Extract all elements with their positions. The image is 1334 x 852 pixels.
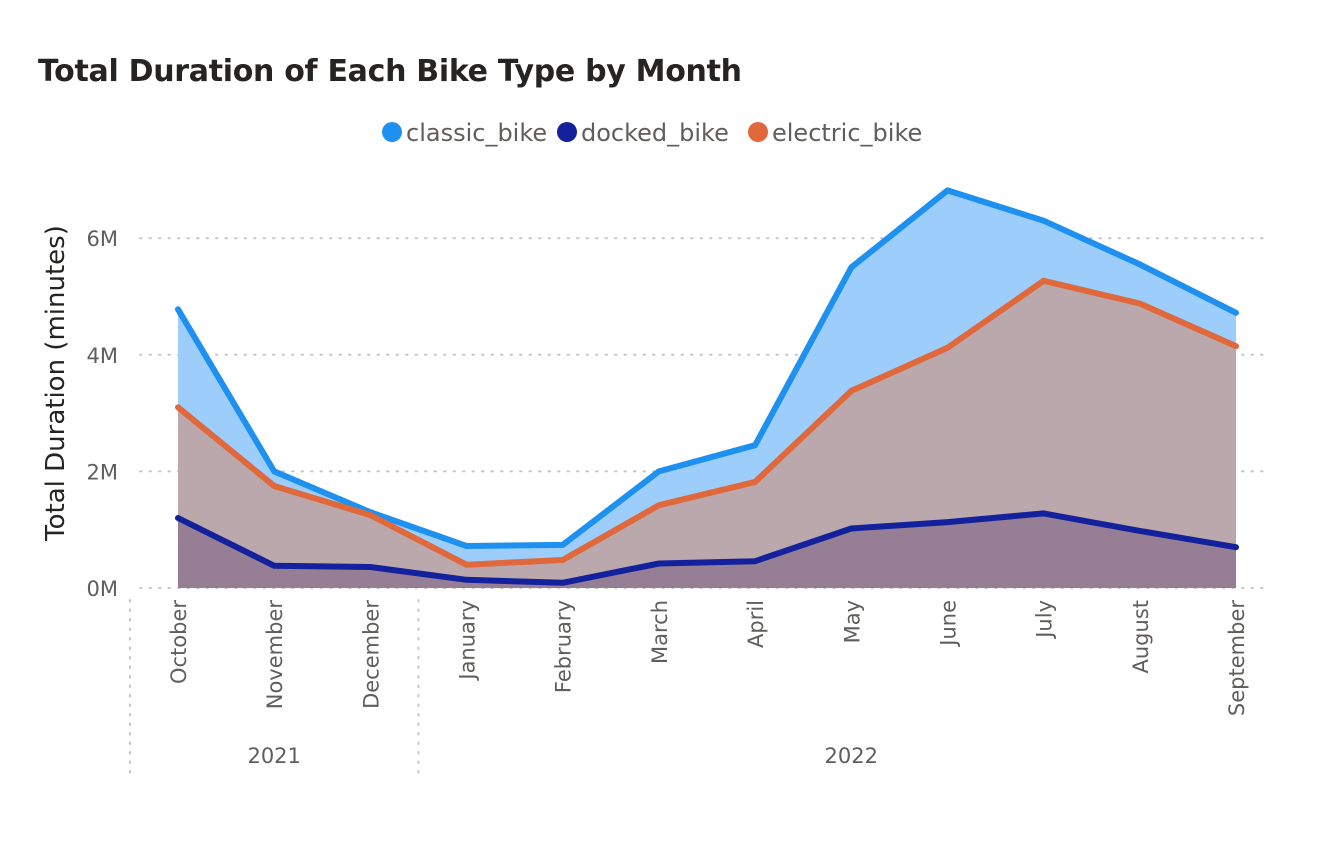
- x-tick-label: July: [1033, 600, 1057, 640]
- legend-marker-electric_bike: [748, 122, 768, 142]
- x-tick-label: April: [744, 600, 768, 648]
- line-docked_bike: [175, 510, 1239, 586]
- legend-label-electric_bike: electric_bike: [772, 119, 922, 147]
- x-tick-label: October: [167, 600, 191, 684]
- legend-label-classic_bike: classic_bike: [406, 119, 547, 147]
- year-label: 2021: [247, 744, 300, 768]
- x-tick-label: November: [263, 600, 287, 710]
- x-tick-label: August: [1129, 600, 1153, 674]
- x-tick-label: June: [936, 600, 960, 648]
- y-tick-label: 6M: [87, 227, 118, 251]
- area-docked_bike: [178, 513, 1236, 588]
- line-electric_bike: [175, 277, 1239, 568]
- legend-marker-classic_bike: [382, 122, 402, 142]
- year-label: 2022: [825, 744, 878, 768]
- y-tick-label: 4M: [87, 344, 118, 368]
- line-classic_bike: [175, 187, 1239, 549]
- x-tick-label: September: [1225, 600, 1249, 716]
- x-tick-label: January: [456, 600, 480, 682]
- y-tick-label: 0M: [87, 577, 118, 601]
- x-tick-label: February: [552, 600, 576, 693]
- legend-marker-docked_bike: [557, 122, 577, 142]
- x-tick-label: May: [840, 600, 864, 643]
- y-axis-title: Total Duration (minutes): [41, 225, 71, 542]
- area-electric_bike: [178, 280, 1236, 588]
- chart-title: Total Duration of Each Bike Type by Mont…: [38, 54, 742, 89]
- legend-label-docked_bike: docked_bike: [581, 119, 729, 147]
- y-tick-label: 2M: [87, 460, 118, 484]
- x-tick-label: December: [359, 600, 383, 709]
- x-tick-label: March: [648, 600, 672, 664]
